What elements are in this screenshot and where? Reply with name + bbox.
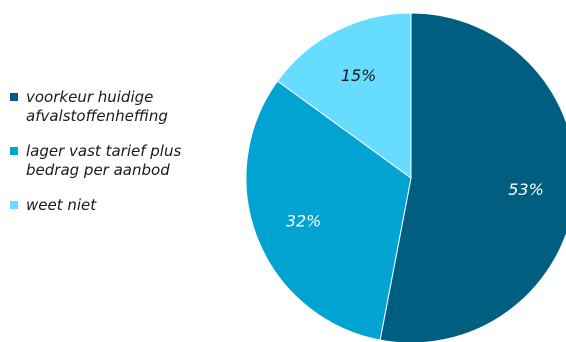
data-label-2: 32% [286,212,322,231]
pie-slices [245,12,566,342]
data-label-3: 15% [341,66,377,85]
legend-swatch-3 [10,201,18,209]
pie-slice-1 [379,12,566,342]
data-label-1: 53% [508,180,544,199]
legend-swatch-2 [10,147,18,155]
legend-item-3: weet niet [10,196,97,214]
legend-item-1: voorkeur huidige afvalstoffenheffing [10,88,168,125]
pie-slice-3 [276,12,412,179]
legend-swatch-1 [10,93,18,101]
pie-data-labels: 53% 32% 15% [286,66,544,230]
legend-label-1: voorkeur huidige afvalstoffenheffing [26,88,168,125]
legend-label-3: weet niet [26,196,97,214]
pie-slice-2 [245,80,412,341]
legend-item-2: lager vast tarief plus bedrag per aanbod [10,142,181,179]
legend-label-2: lager vast tarief plus bedrag per aanbod [26,142,181,179]
legend: voorkeur huidige afvalstoffenheffing lager… [10,88,181,214]
